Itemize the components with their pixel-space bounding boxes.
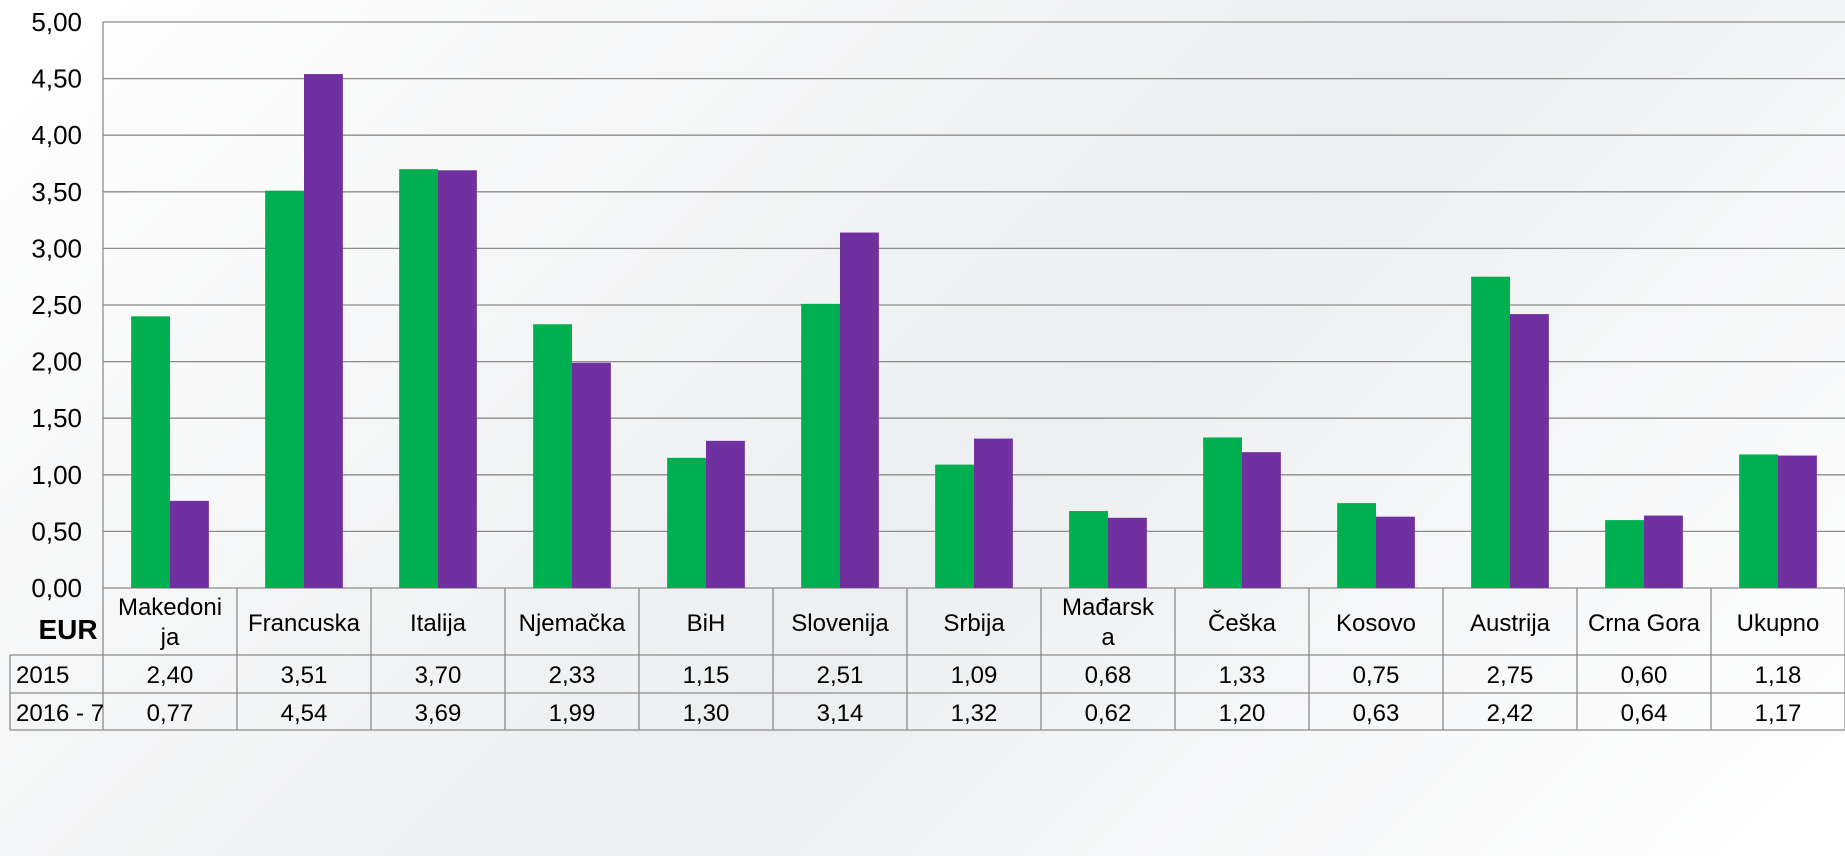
category-label: Srbija — [943, 610, 1005, 637]
bar-series-1 — [1069, 511, 1108, 588]
bar-series-1 — [667, 457, 706, 588]
category-label: Kosovo — [1336, 610, 1416, 637]
bar-series-2 — [1778, 455, 1817, 588]
y-tick-label: 3,50 — [31, 177, 82, 207]
bar-series-2 — [840, 232, 879, 588]
bar-series-2 — [438, 170, 477, 589]
y-axis-tick-labels: 0,00 0,50 1,00 1,50 2,00 2,50 3,00 3,50 4,00 4,50… — [31, 7, 82, 603]
data-label: 2,33 — [549, 662, 596, 689]
bar-series-1 — [1605, 520, 1644, 588]
data-label: 4,54 — [281, 700, 328, 727]
data-label: 0,63 — [1353, 700, 1400, 727]
data-label: 1,17 — [1755, 700, 1802, 727]
bar-series-2 — [1644, 515, 1683, 588]
y-tick-label: 4,50 — [31, 64, 82, 94]
category-label: Njemačka — [519, 610, 626, 637]
bar-series-2 — [1510, 314, 1549, 588]
data-label: 1,99 — [549, 700, 596, 727]
bar-series-1 — [801, 303, 840, 588]
bar-series-1 — [1471, 276, 1510, 588]
data-label: 2,75 — [1487, 662, 1534, 689]
category-label: Slovenija — [791, 610, 889, 637]
bar-series-2 — [1376, 516, 1415, 588]
category-label: Ukupno — [1737, 610, 1820, 637]
data-label: 0,64 — [1621, 700, 1668, 727]
gridlines — [102, 21, 1845, 589]
data-label: 2,51 — [817, 662, 864, 689]
data-label: 2,40 — [147, 662, 194, 689]
data-label: 3,51 — [281, 662, 328, 689]
bar-series-2 — [1242, 452, 1281, 588]
unit-label: EUR — [38, 614, 97, 645]
bar-series-2 — [304, 74, 343, 588]
data-label: 3,70 — [415, 662, 462, 689]
data-label: 1,33 — [1219, 662, 1266, 689]
y-tick-label: 2,00 — [31, 347, 82, 377]
bar-series-1 — [1337, 503, 1376, 588]
bar-series-1 — [935, 464, 974, 588]
bar-series-1 — [399, 169, 438, 588]
bar-series-1 — [1203, 437, 1242, 588]
bar-series-1 — [131, 316, 170, 588]
bar-series-1 — [265, 190, 304, 588]
y-tick-label: 3,00 — [31, 233, 82, 263]
data-table: EUR Makedoni ja Francuska Italija Njemačka BiH… — [9, 588, 1845, 731]
bar-series-2 — [1108, 517, 1147, 588]
bar-series-2 — [974, 438, 1013, 588]
bar-series-1 — [1739, 454, 1778, 588]
category-label: Češka — [1208, 609, 1277, 637]
data-label: 1,18 — [1755, 662, 1802, 689]
bar-series-2 — [572, 362, 611, 588]
data-label: 3,14 — [817, 700, 864, 727]
bars — [131, 74, 1817, 589]
category-label: Francuska — [248, 610, 361, 637]
y-tick-label: 1,00 — [31, 460, 82, 490]
series-name-label: 2015 — [16, 662, 69, 689]
bar-series-2 — [170, 500, 209, 588]
data-label: 1,09 — [951, 662, 998, 689]
y-tick-label: 0,00 — [31, 573, 82, 603]
category-label: a — [1101, 624, 1115, 651]
category-label: ja — [160, 624, 180, 651]
data-label: 1,32 — [951, 700, 998, 727]
category-label: BiH — [687, 610, 726, 637]
data-label: 3,69 — [415, 700, 462, 727]
category-label: Crna Gora — [1588, 610, 1701, 637]
y-tick-label: 5,00 — [31, 7, 82, 37]
series-name-label: 2016 - 7 — [16, 700, 104, 727]
data-label: 1,15 — [683, 662, 730, 689]
data-label: 0,75 — [1353, 662, 1400, 689]
category-label: Makedoni — [118, 594, 222, 621]
data-label: 0,68 — [1085, 662, 1132, 689]
data-label: 1,20 — [1219, 700, 1266, 727]
data-label: 1,30 — [683, 700, 730, 727]
bar-series-1 — [533, 324, 572, 588]
data-label: 0,77 — [147, 700, 194, 727]
data-label: 0,62 — [1085, 700, 1132, 727]
y-tick-label: 0,50 — [31, 516, 82, 546]
y-tick-label: 2,50 — [31, 290, 82, 320]
bar-series-2 — [706, 440, 745, 588]
data-label: 0,60 — [1621, 662, 1668, 689]
category-label: Mađarsk — [1062, 594, 1155, 621]
category-label: Austrija — [1470, 610, 1551, 637]
y-tick-label: 1,50 — [31, 403, 82, 433]
y-tick-label: 4,00 — [31, 120, 82, 150]
category-label: Italija — [410, 610, 467, 637]
data-label: 2,42 — [1487, 700, 1534, 727]
